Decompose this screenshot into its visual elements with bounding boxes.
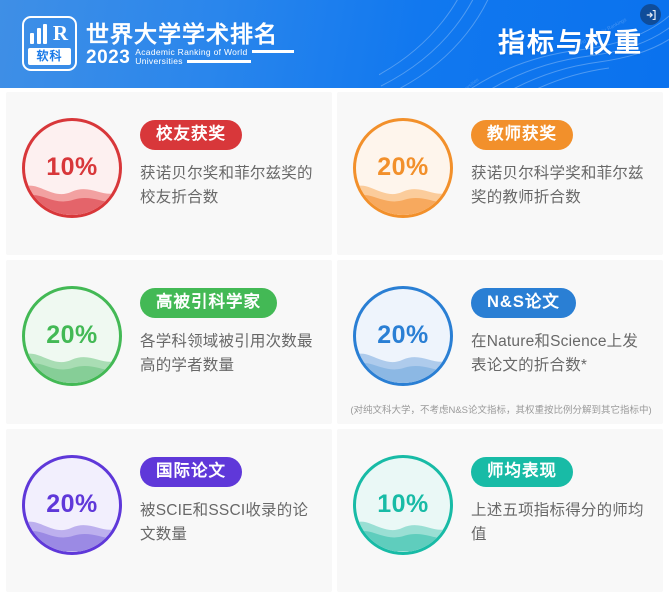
indicator-badge: 教师获奖 [471, 120, 573, 150]
indicator-text: 校友获奖 获诺贝尔奖和菲尔兹奖的校友折合数 [140, 114, 318, 210]
page-title: 指标与权重 [498, 28, 643, 58]
indicator-badge: 国际论文 [140, 456, 242, 487]
indicator-description: 获诺贝尔奖和菲尔兹奖的校友折合数 [140, 165, 313, 206]
wave-decoration [356, 521, 450, 552]
indicator-description: 各学科领域被引用次数最高的学者数量 [140, 333, 313, 375]
logo-mark-icon: R 软科 [22, 16, 77, 71]
logo-title-en: Academic Ranking of World Universities [135, 46, 294, 67]
indicator-description: 获诺贝尔科学奖和菲尔兹奖的教师折合数 [471, 165, 644, 206]
logo-subtitle: 2023 Academic Ranking of World Universit… [86, 46, 294, 68]
wave-decoration [25, 185, 119, 215]
logo-en-line1: Academic Ranking of World [135, 46, 248, 57]
percent-value: 20% [377, 321, 429, 350]
percent-value: 10% [377, 489, 429, 518]
indicator-badge: N&S论文 [471, 288, 576, 319]
logo-en-line2: Universities [135, 56, 183, 66]
wave-front [356, 531, 450, 552]
logo-year: 2023 [86, 46, 131, 68]
wave-decoration [25, 521, 119, 552]
indicator-badge: 高被引科学家 [140, 288, 277, 319]
indicator-text: 教师获奖 获诺贝尔科学奖和菲尔兹奖的教师折合数 [471, 114, 649, 210]
wave-decoration [356, 353, 450, 384]
logo-title-cn: 世界大学学术排名 [86, 20, 278, 47]
indicator-description: 在Nature和Science上发表论文的折合数* [471, 333, 639, 375]
exit-glyph [646, 9, 656, 20]
percent-donut: 20% [353, 286, 453, 387]
indicator-text: 国际论文 被SCIE和SSCI收录的论文数量 [140, 451, 318, 547]
percent-donut: 10% [22, 118, 122, 218]
logo-rule-short [251, 50, 294, 53]
indicator-grid: 10% 校友获奖 获诺贝尔奖和菲尔兹奖的校友折合数 20% 教师获奖 获诺贝尔科… [0, 88, 669, 598]
logo-bars-icon [30, 24, 47, 44]
wave-front [25, 531, 119, 552]
indicator-card[interactable]: 20% 高被引科学家 各学科领域被引用次数最高的学者数量 [6, 260, 332, 424]
wave-decoration [356, 185, 450, 215]
indicator-description: 上述五项指标得分的师均值 [471, 501, 644, 543]
percent-donut: 10% [353, 454, 453, 555]
logo-text-block: 世界大学学术排名 2023 Academic Ranking of World … [86, 21, 294, 67]
wave-decoration [25, 353, 119, 384]
wave-front [25, 362, 119, 384]
arwu-logo: R 软科 世界大学学术排名 2023 Academic Ranking of W… [22, 16, 294, 71]
indicator-card[interactable]: 20% N&S论文 在Nature和Science上发表论文的折合数* (对纯文… [337, 260, 663, 424]
indicator-description: 被SCIE和SSCI收录的论文数量 [140, 501, 309, 543]
percent-value: 20% [377, 152, 429, 181]
logo-letter: R [52, 21, 68, 45]
indicator-footnote: (对纯文科大学，不考虑N&S论文指标，其权重按比例分解到其它指标中) [350, 404, 652, 416]
svg-text:Academic Ranking of World Univ: Academic Ranking of World Universities [407, 77, 481, 88]
percent-donut: 20% [353, 118, 453, 218]
logo-brand-cn: 软科 [28, 48, 71, 65]
indicator-card[interactable]: 20% 教师获奖 获诺贝尔科学奖和菲尔兹奖的教师折合数 [337, 92, 663, 256]
indicator-text: N&S论文 在Nature和Science上发表论文的折合数* [471, 282, 649, 378]
percent-value: 20% [46, 489, 98, 518]
indicator-card[interactable]: 10% 师均表现 上述五项指标得分的师均值 [337, 428, 663, 592]
percent-donut: 20% [22, 454, 122, 555]
indicator-badge: 校友获奖 [140, 120, 242, 150]
wave-front [356, 194, 450, 215]
indicator-text: 高被引科学家 各学科领域被引用次数最高的学者数量 [140, 282, 318, 378]
indicator-badge: 师均表现 [471, 456, 573, 487]
indicator-text: 师均表现 上述五项指标得分的师均值 [471, 451, 649, 547]
percent-value: 10% [46, 152, 98, 181]
wave-front [356, 362, 450, 384]
exit-icon[interactable] [640, 4, 661, 25]
indicator-card[interactable]: 10% 校友获奖 获诺贝尔奖和菲尔兹奖的校友折合数 [6, 92, 332, 256]
logo-rule-long [186, 60, 251, 63]
percent-value: 20% [46, 321, 98, 350]
page-header: Academic Ranking of World Universities S… [0, 0, 669, 88]
wave-front [25, 194, 119, 215]
indicator-card[interactable]: 20% 国际论文 被SCIE和SSCI收录的论文数量 [6, 428, 332, 592]
percent-donut: 20% [22, 286, 122, 387]
